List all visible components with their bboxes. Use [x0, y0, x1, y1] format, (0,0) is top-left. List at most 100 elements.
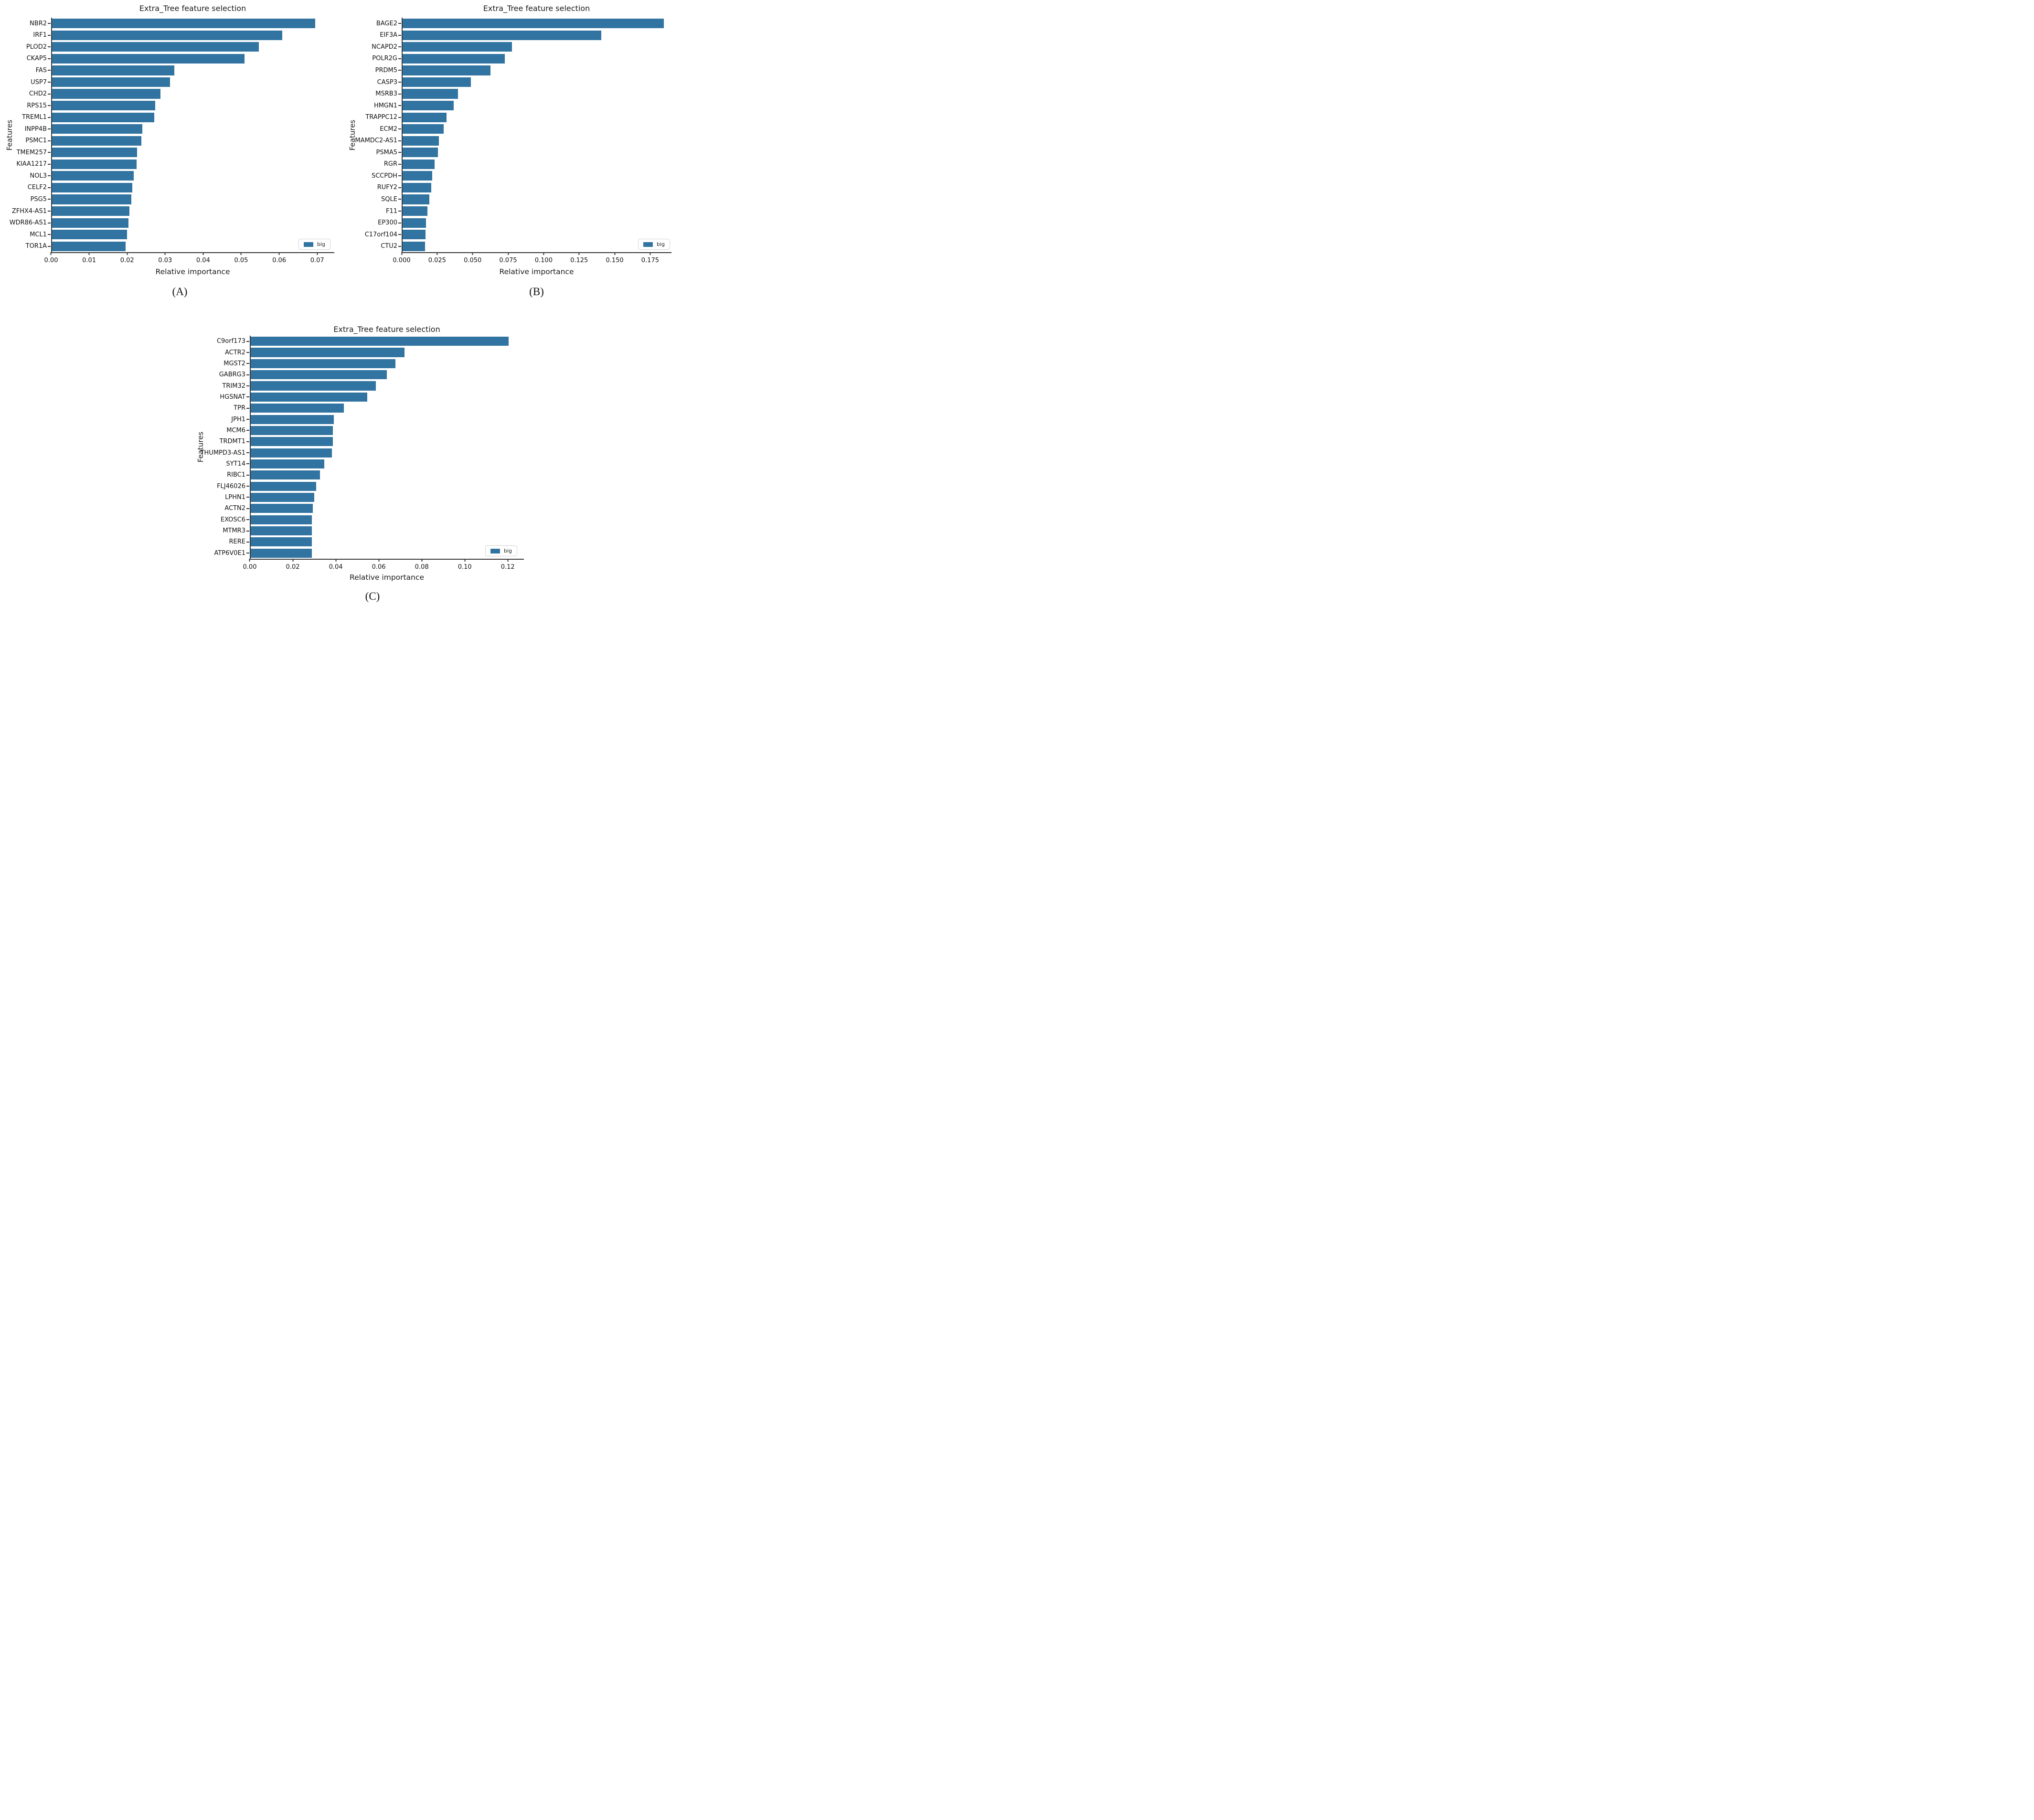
bar-row: ATP6V0E1 [214, 548, 525, 559]
category-label: BAGE2 [376, 20, 397, 27]
bar [403, 159, 435, 169]
x-tick-label: 0.000 [393, 252, 411, 264]
category-label: EXOSC6 [220, 516, 245, 523]
chart-panel-c: Extra_Tree feature selection Features bi… [181, 320, 535, 607]
category-label: TPR [234, 404, 245, 412]
category-label: TRDMT1 [219, 438, 245, 446]
bar [403, 230, 426, 240]
category-label: POLR2G [372, 55, 397, 63]
legend-swatch-icon [303, 242, 313, 247]
x-tick-label: 0.00 [243, 559, 257, 571]
category-label: USP7 [31, 78, 47, 86]
legend-label: big [656, 241, 665, 247]
bar [403, 30, 602, 40]
bar [52, 101, 155, 111]
bar-row: EP300 [378, 217, 672, 229]
bar-row: CTU2 [381, 240, 672, 252]
bar [52, 65, 175, 75]
category-label: NOL3 [30, 172, 47, 180]
legend: big [485, 545, 517, 556]
bar-row: RPS15 [27, 100, 335, 112]
x-tick-label: 0.06 [272, 252, 287, 264]
bar [403, 182, 432, 192]
bar [251, 337, 509, 346]
bar [52, 206, 130, 216]
bar [403, 101, 454, 111]
category-label: PRDM5 [375, 66, 397, 74]
category-label: MSRB3 [375, 90, 397, 98]
bar-row: TRDMT1 [220, 436, 525, 447]
category-label: TOR1A [25, 243, 47, 250]
subfigure-caption-b: (B) [529, 286, 544, 298]
bar-row: MCL1 [30, 229, 335, 241]
category-label: RIBC1 [227, 471, 245, 479]
x-tick-label: 0.05 [234, 252, 248, 264]
category-label: C17orf104 [364, 231, 397, 238]
bar-row: SCCPDH [372, 170, 672, 182]
bar [251, 470, 320, 480]
legend: big [298, 239, 330, 250]
category-label: FLJ46026 [217, 482, 245, 490]
x-axis: 0.00 0.01 0.02 0.03 0.04 0.05 0.06 0.07 [44, 252, 334, 266]
category-label: CELF2 [27, 184, 47, 192]
bar-row: SYT14 [226, 458, 525, 469]
x-tick-label: 0.06 [372, 559, 386, 571]
bar-row: HGSNAT [220, 392, 525, 403]
x-tick-label: 0.050 [464, 252, 482, 264]
category-label: SCCPDH [371, 172, 397, 180]
category-label: PSG5 [30, 195, 47, 203]
bar-row: NBR2 [30, 18, 335, 30]
category-label: C9orf173 [216, 338, 245, 345]
bar [251, 381, 376, 391]
chart-panel-a: Extra_Tree feature selection Features bi… [0, 0, 339, 315]
bar [52, 241, 126, 251]
bar-row: CKAP5 [27, 53, 335, 65]
bar-row: TOR1A [26, 240, 335, 252]
bar [403, 124, 444, 134]
category-label: MCL1 [30, 231, 47, 238]
category-label: THUMPD3-AS1 [200, 449, 245, 457]
bar-row: LPHN1 [225, 492, 525, 503]
bar-row: JPH1 [231, 414, 525, 425]
category-label: ACTN2 [224, 505, 245, 512]
bar-row: ACTN2 [224, 503, 525, 514]
category-label: KIAA1217 [16, 160, 47, 168]
legend-swatch-icon [643, 242, 653, 247]
bar [52, 218, 128, 228]
bar [52, 159, 137, 169]
x-tick-label: 0.07 [310, 252, 324, 264]
bar-row: GABRG3 [219, 369, 525, 380]
bar [251, 437, 333, 447]
bar [52, 89, 160, 99]
chart-title: Extra_Tree feature selection [333, 325, 440, 334]
chart-panel-b: Extra_Tree feature selection Features bi… [344, 0, 678, 315]
bar-row: RIBC1 [227, 469, 525, 480]
bar [251, 392, 367, 402]
x-tick-label: 0.00 [44, 252, 58, 264]
category-label: TMEM257 [16, 149, 47, 156]
bar [52, 77, 170, 87]
bar-row: MSRB3 [375, 88, 672, 100]
bar [52, 182, 132, 192]
bar [403, 19, 664, 29]
category-label: WDR86-AS1 [9, 219, 47, 227]
bar [52, 124, 142, 134]
bar [251, 459, 324, 469]
bar [52, 136, 142, 146]
bar-row: USP7 [31, 76, 335, 88]
category-label: MCM6 [226, 426, 245, 434]
x-tick-label: 0.03 [158, 252, 172, 264]
category-label: HGSNAT [220, 393, 245, 401]
category-label: SYT14 [226, 460, 245, 468]
bar [251, 359, 395, 368]
bar-row: KIAA1217 [16, 159, 335, 170]
bar [403, 53, 505, 64]
bar [403, 65, 491, 75]
category-label: EIF3A [380, 32, 397, 39]
legend-label: big [503, 548, 512, 554]
bar [403, 218, 426, 228]
x-tick-label: 0.08 [415, 559, 429, 571]
x-axis: 0.000 0.025 0.050 0.075 0.100 0.125 0.150 0.175 [393, 252, 671, 266]
bar-row: TMEM257 [17, 147, 335, 159]
bar-row: PLOD2 [26, 41, 335, 53]
